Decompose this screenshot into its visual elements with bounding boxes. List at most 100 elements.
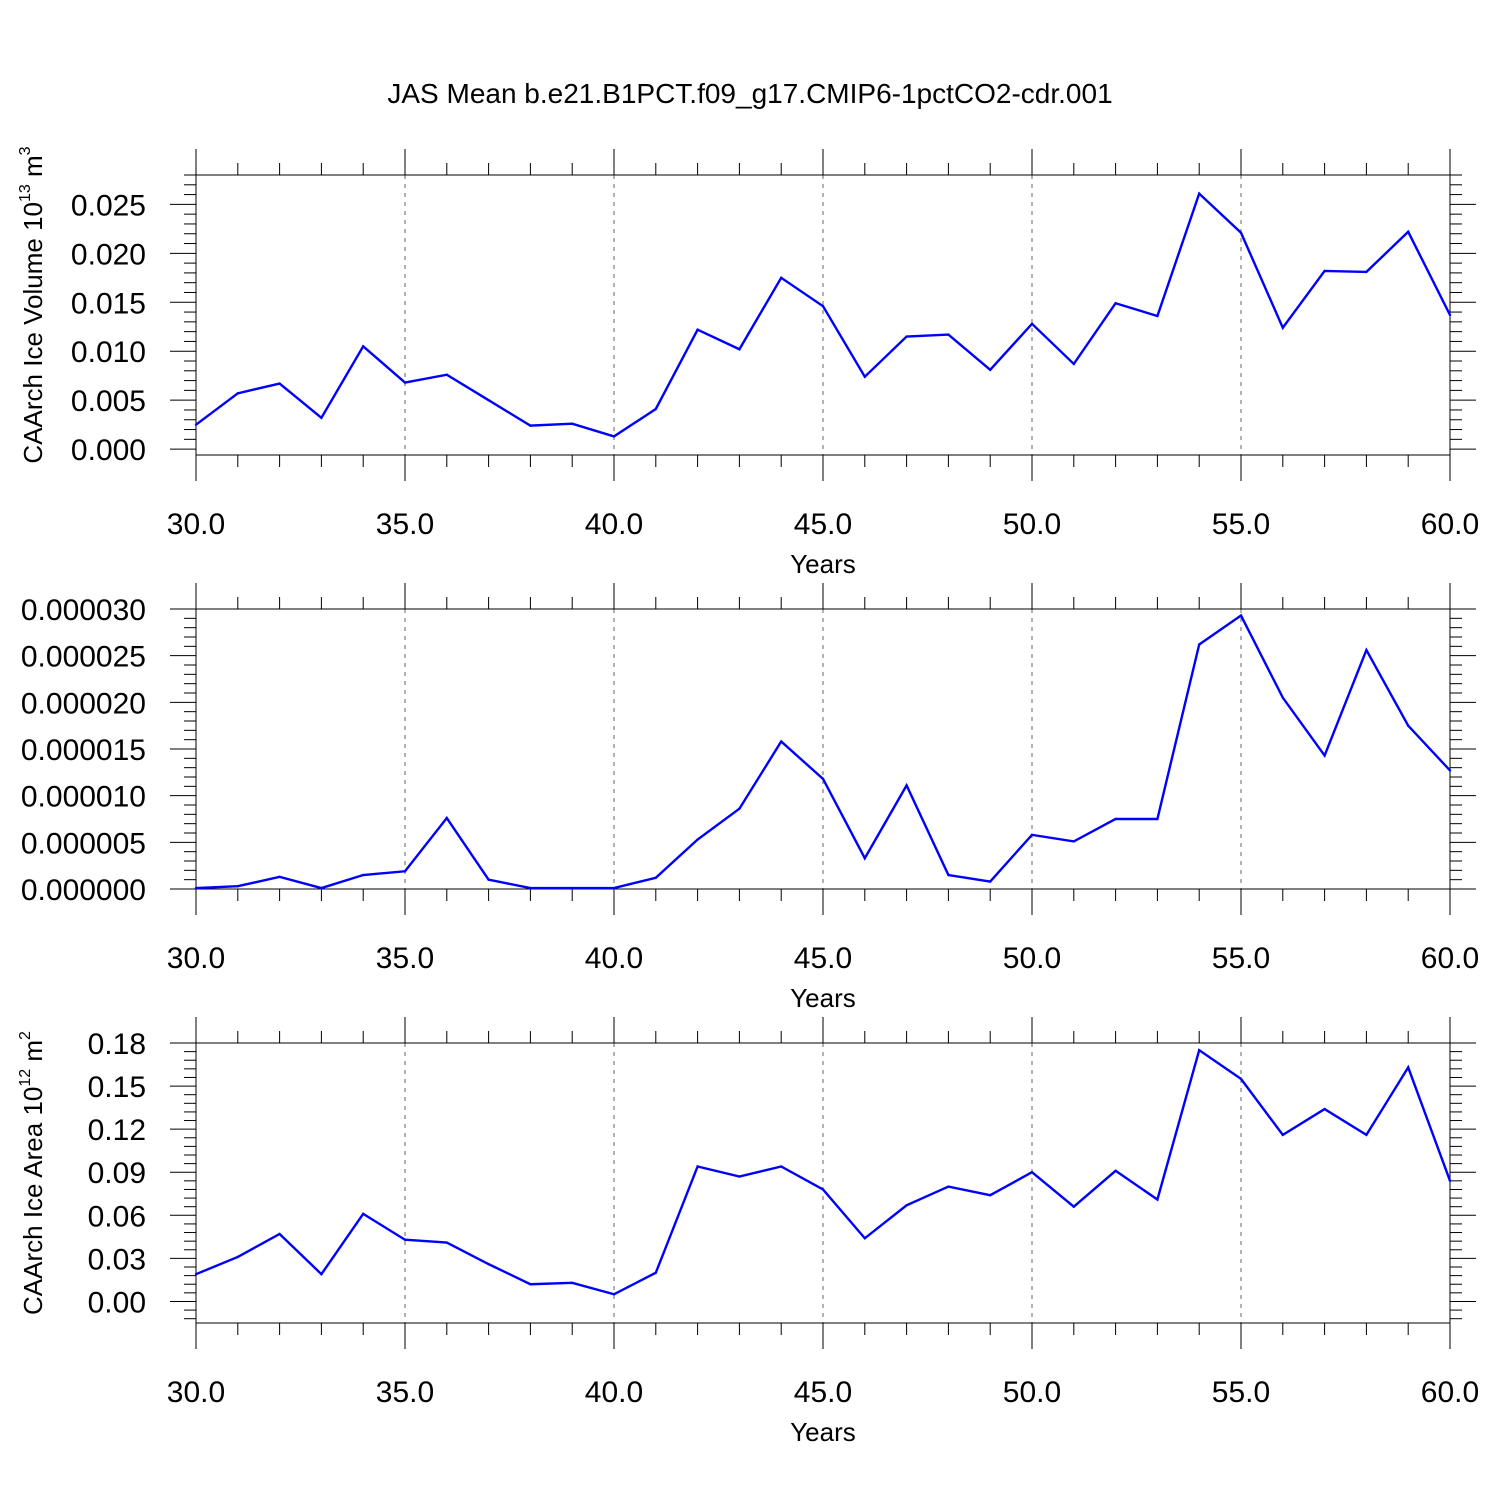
- x-tick-label: 60.0: [1421, 1376, 1479, 1409]
- data-point: [1239, 614, 1243, 617]
- x-tick-label: 55.0: [1212, 508, 1270, 541]
- data-point: [1281, 696, 1285, 699]
- x-tick-label: 35.0: [376, 508, 434, 541]
- data-point: [445, 373, 448, 376]
- x-tick-label: 40.0: [585, 942, 643, 975]
- y-axis-label-exponent: 13: [17, 184, 34, 202]
- data-point: [1407, 1066, 1410, 1069]
- y-tick-label: 0.09: [88, 1157, 146, 1190]
- data-point: [821, 1188, 825, 1191]
- chart-title: JAS Mean b.e21.B1PCT.f09_g17.CMIP6-1pctC…: [387, 78, 1112, 109]
- data-point: [571, 886, 574, 890]
- data-point: [612, 1293, 616, 1296]
- x-axis-label: Years: [790, 549, 856, 579]
- data-point: [529, 886, 532, 890]
- data-point: [362, 345, 365, 348]
- data-point: [194, 423, 198, 426]
- data-point: [1407, 230, 1410, 233]
- data-point: [487, 1262, 490, 1266]
- data-point: [738, 348, 741, 351]
- y-axis-label: CAArch Ice Area 1012 m2: [17, 1031, 48, 1315]
- data-point: [1030, 322, 1034, 326]
- x-tick-label: 45.0: [794, 942, 852, 975]
- data-point: [905, 784, 908, 787]
- data-point: [905, 1204, 908, 1207]
- data-point: [863, 857, 866, 860]
- data-point: [1365, 648, 1368, 652]
- data-point: [529, 424, 532, 427]
- y-axis-label-unit: m: [18, 155, 48, 184]
- y-tick-label: 0.000005: [21, 827, 146, 860]
- x-tick-label: 35.0: [376, 1376, 434, 1409]
- data-point: [1114, 1169, 1117, 1172]
- data-point: [612, 435, 616, 438]
- data-point: [905, 335, 908, 338]
- data-point: [863, 375, 866, 378]
- data-point: [738, 1175, 741, 1178]
- y-tick-label: 0.000000: [21, 874, 146, 907]
- data-point: [487, 398, 490, 402]
- data-point: [320, 416, 323, 419]
- data-point: [1365, 270, 1368, 274]
- data-point: [320, 886, 323, 890]
- x-tick-label: 30.0: [167, 1376, 225, 1409]
- data-point: [236, 1255, 239, 1259]
- data-point: [194, 886, 198, 890]
- data-point: [1239, 1077, 1243, 1081]
- data-point: [362, 1212, 365, 1216]
- data-point: [529, 1283, 532, 1286]
- data-point: [1365, 1133, 1368, 1137]
- x-tick-label: 60.0: [1421, 942, 1479, 975]
- data-point: [1448, 313, 1452, 317]
- y-tick-label: 0.000015: [21, 734, 146, 767]
- data-point: [654, 407, 657, 411]
- y-tick-label: 0.03: [88, 1243, 146, 1276]
- ice-area-panel: 30.0 35.0 40.0 45.0 50.0 55.0 60.0 Years 0.00 0.0…: [17, 1017, 1479, 1447]
- data-point: [1281, 326, 1285, 329]
- data-point: [403, 1238, 407, 1241]
- data-point: [1156, 1198, 1159, 1201]
- data-point: [696, 1165, 699, 1168]
- data-point: [1281, 1133, 1285, 1137]
- y-axis-label-text: CAArch Ice Area 10: [18, 1087, 48, 1315]
- data-point: [571, 422, 574, 425]
- data-point: [989, 1194, 992, 1197]
- data-point: [445, 1241, 448, 1244]
- y-tick-label: 0.000010: [21, 781, 146, 814]
- data-point: [236, 392, 239, 395]
- x-tick-label: 50.0: [1003, 508, 1061, 541]
- y-tick-label: 0.000020: [21, 687, 146, 720]
- data-point: [403, 870, 407, 873]
- data-point: [696, 838, 699, 841]
- x-tick-label: 30.0: [167, 942, 225, 975]
- data-point: [654, 1271, 657, 1274]
- x-tick-label: 60.0: [1421, 508, 1479, 541]
- y-tick-label: 0.18: [88, 1028, 146, 1061]
- data-point: [1198, 643, 1201, 646]
- data-point: [1156, 314, 1159, 318]
- x-tick-label: 30.0: [167, 508, 225, 541]
- data-point: [780, 1165, 783, 1168]
- data-point: [780, 276, 783, 279]
- y-axis-label-text: CAArch Ice Volume 10: [18, 202, 48, 464]
- data-point: [947, 873, 950, 877]
- y-axis-label-unit-exponent: 3: [17, 146, 34, 155]
- data-point: [989, 368, 992, 372]
- x-axis-label: Years: [790, 1417, 856, 1447]
- x-tick-label: 35.0: [376, 942, 434, 975]
- data-point: [654, 876, 657, 879]
- data-point: [1323, 754, 1326, 757]
- data-point: [236, 885, 239, 888]
- y-axis-label-unit-exponent: 2: [17, 1031, 34, 1040]
- data-point: [1072, 1205, 1076, 1208]
- ice-volume-panel: 30.0 35.0 40.0 45.0 50.0 55.0 60.0 Years 0.000 0.…: [17, 146, 1479, 579]
- panel-2: 30.0 35.0 40.0 45.0 50.0 55.0 60.0 Years 0.00000…: [21, 583, 1479, 1013]
- data-point: [1114, 817, 1117, 821]
- y-tick-label: 0.025: [71, 189, 146, 222]
- y-axis-label: CAArch Ice Volume 1013 m3: [17, 146, 48, 463]
- x-tick-label: 40.0: [585, 1376, 643, 1409]
- data-point: [947, 333, 950, 336]
- data-point: [1239, 231, 1243, 234]
- y-tick-label: 0.12: [88, 1114, 146, 1147]
